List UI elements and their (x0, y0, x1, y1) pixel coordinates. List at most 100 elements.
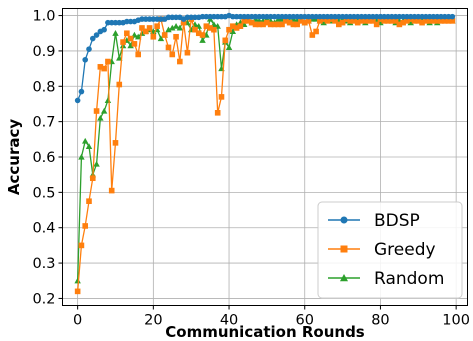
data-point-greedy (124, 30, 130, 37)
data-point-bdsp (78, 88, 85, 95)
data-point-greedy (362, 18, 369, 24)
data-point-greedy (434, 18, 441, 24)
data-point-random (112, 30, 119, 36)
data-point-greedy (271, 21, 278, 28)
data-point-greedy (127, 35, 134, 42)
data-point-greedy (294, 21, 300, 28)
data-point-greedy (74, 288, 81, 295)
data-point-greedy (82, 223, 89, 229)
data-point-greedy (184, 49, 191, 56)
data-point-greedy (93, 108, 100, 114)
data-point-random (176, 24, 184, 31)
data-point-greedy (237, 23, 244, 29)
data-point-greedy (161, 32, 168, 38)
y-tick-label: 0.5 (32, 185, 55, 201)
data-point-greedy (177, 58, 183, 65)
data-point-greedy (245, 18, 251, 24)
data-point-greedy (211, 26, 217, 33)
y-tick-label: 1.0 (32, 9, 55, 25)
data-point-greedy (317, 18, 323, 24)
data-point-greedy (441, 18, 448, 24)
data-point-greedy (290, 21, 297, 28)
data-point-greedy (366, 18, 372, 24)
x-tick-label: 40 (220, 313, 238, 329)
data-point-greedy (392, 18, 399, 24)
legend-label: BDSP (374, 211, 420, 231)
data-point-greedy (419, 19, 425, 26)
data-point-greedy (101, 65, 107, 72)
data-point-greedy (283, 18, 289, 24)
legend-marker (339, 273, 349, 282)
y-tick-label: 0.3 (32, 256, 55, 272)
data-point-greedy (305, 18, 312, 24)
data-point-random (81, 137, 89, 144)
x-tick-label: 20 (144, 313, 162, 329)
data-point-greedy (108, 187, 115, 194)
data-point-random (225, 44, 233, 50)
data-point-random (104, 97, 112, 104)
data-point-greedy (105, 58, 111, 65)
data-point-random (172, 22, 180, 29)
legend-item-random: Random (328, 269, 444, 289)
data-point-bdsp (449, 13, 456, 20)
data-point-random (134, 33, 142, 40)
data-point-greedy (358, 18, 365, 24)
data-point-greedy (214, 110, 221, 116)
x-tick-label: 100 (442, 313, 470, 329)
data-point-greedy (241, 18, 247, 24)
data-point-bdsp (89, 35, 96, 42)
data-point-greedy (252, 21, 259, 28)
data-point-greedy (120, 39, 126, 45)
data-point-greedy (426, 18, 433, 24)
data-point-greedy (332, 18, 338, 24)
data-point-greedy (336, 21, 342, 28)
data-point-greedy (203, 23, 210, 29)
data-point-greedy (256, 21, 263, 28)
x-tick-label: 60 (296, 313, 314, 329)
data-point-greedy (351, 18, 357, 24)
data-point-random (127, 42, 134, 49)
data-point-greedy (195, 30, 202, 37)
data-point-bdsp (101, 26, 107, 33)
data-point-greedy (218, 94, 225, 100)
data-point-greedy (230, 23, 236, 29)
data-point-greedy (301, 19, 308, 26)
data-point-greedy (430, 18, 437, 24)
y-tick-label: 0.7 (32, 115, 55, 131)
x-tick-label: 0 (73, 313, 82, 329)
legend-marker (340, 245, 348, 253)
data-point-greedy (89, 175, 96, 182)
data-point-greedy (165, 44, 172, 51)
data-point-greedy (233, 25, 240, 31)
legend-label: Greedy (374, 240, 436, 260)
data-point-greedy (347, 18, 353, 24)
data-point-greedy (388, 18, 395, 24)
x-tick-label: 80 (371, 313, 389, 329)
data-point-greedy (150, 33, 157, 40)
y-tick-label: 0.8 (32, 79, 55, 95)
data-point-greedy (381, 18, 388, 24)
data-point-greedy (222, 37, 229, 44)
data-point-random (157, 35, 165, 42)
legend-box (317, 201, 463, 299)
legend: BDSP Greedy Random (317, 201, 463, 299)
data-point-greedy (116, 81, 123, 88)
data-point-greedy (112, 140, 119, 146)
data-point-greedy (339, 19, 346, 26)
data-point-greedy (97, 64, 104, 70)
y-tick-label: 0.6 (32, 150, 55, 166)
y-tick-label: 0.9 (32, 44, 55, 60)
data-point-greedy (385, 18, 391, 24)
data-point-greedy (411, 18, 418, 24)
series-layer (74, 12, 456, 295)
data-point-random (229, 28, 237, 35)
data-point-greedy (154, 23, 160, 29)
data-point-random (169, 24, 176, 31)
data-point-greedy (180, 19, 187, 26)
data-point-greedy (279, 21, 285, 28)
data-point-greedy (199, 32, 206, 38)
data-point-greedy (169, 51, 176, 58)
legend-marker (340, 216, 348, 224)
data-point-greedy (404, 18, 410, 24)
